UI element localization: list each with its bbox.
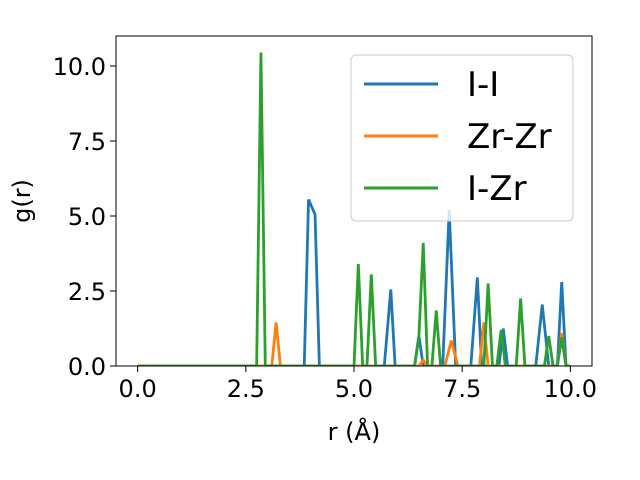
x-tick-label: 5.0 bbox=[335, 375, 373, 403]
y-tick-label: 0.0 bbox=[68, 353, 106, 381]
x-tick-label: 0.0 bbox=[119, 375, 157, 403]
y-axis-label: g(r) bbox=[8, 179, 36, 223]
y-axis: 0.0 2.5 5.0 7.5 10.0 bbox=[53, 53, 116, 381]
y-tick-label: 7.5 bbox=[68, 128, 106, 156]
x-tick-label: 7.5 bbox=[443, 375, 481, 403]
x-tick-label: 2.5 bbox=[227, 375, 265, 403]
legend-label-i-i: I-I bbox=[467, 65, 499, 105]
series-line-i-i bbox=[137, 198, 571, 366]
x-tick-label: 10.0 bbox=[544, 375, 597, 403]
x-axis-label: r (Å) bbox=[328, 417, 381, 446]
legend-label-zr-zr: Zr-Zr bbox=[467, 117, 552, 157]
legend-label-i-zr: I-Zr bbox=[467, 169, 527, 209]
series-layer bbox=[137, 52, 571, 366]
y-tick-label: 10.0 bbox=[53, 53, 106, 81]
legend: I-I Zr-Zr I-Zr bbox=[350, 54, 574, 222]
y-tick-label: 5.0 bbox=[68, 203, 106, 231]
x-axis: 0.0 2.5 5.0 7.5 10.0 bbox=[119, 366, 597, 403]
y-tick-label: 2.5 bbox=[68, 278, 106, 306]
legend-frame bbox=[350, 54, 574, 222]
series-line-i-zr bbox=[137, 52, 571, 366]
